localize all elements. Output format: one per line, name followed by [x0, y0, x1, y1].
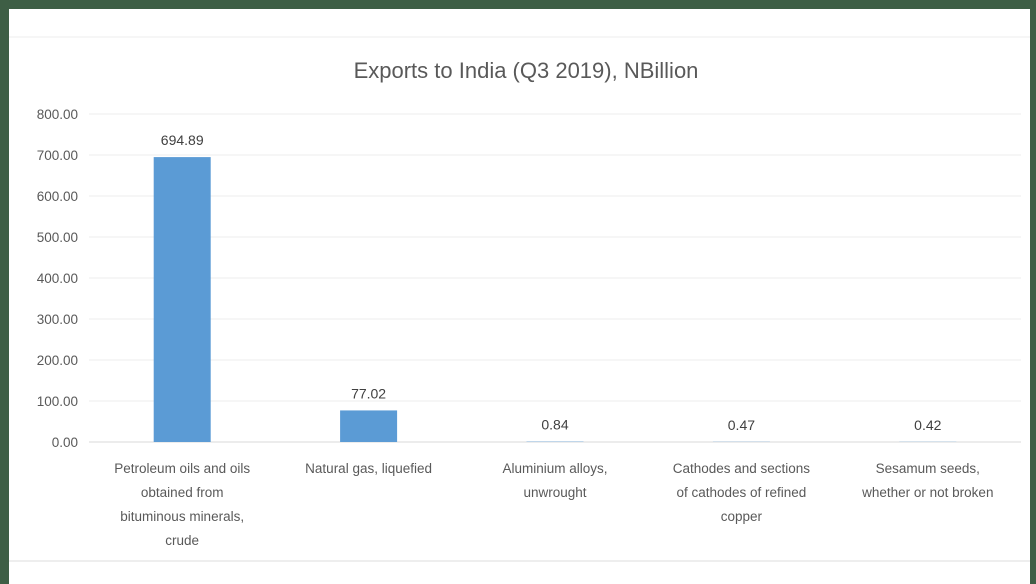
- data-label: 694.89: [161, 132, 204, 148]
- y-tick-label: 200.00: [37, 353, 78, 368]
- data-label: 0.47: [728, 417, 755, 433]
- y-tick-label: 300.00: [37, 312, 78, 327]
- x-tick-label: Cathodes and sections of cathodes of refi…: [673, 461, 811, 524]
- bar: [153, 157, 211, 442]
- bar: [340, 410, 398, 442]
- y-tick-label: 600.00: [37, 189, 78, 204]
- y-tick-label: 700.00: [37, 148, 78, 163]
- data-label: 0.42: [914, 417, 941, 433]
- x-tick-label: Natural gas, liquefied: [305, 461, 432, 476]
- y-tick-label: 100.00: [37, 394, 78, 409]
- chart-title: Exports to India (Q3 2019), NBillion: [354, 58, 699, 83]
- x-tick-label: Sesamum seeds, whether or not broken: [861, 461, 993, 500]
- bar-chart: Exports to India (Q3 2019), NBillion 0.0…: [9, 36, 1030, 562]
- y-tick-label: 500.00: [37, 230, 78, 245]
- chart-panel: Exports to India (Q3 2019), NBillion 0.0…: [9, 9, 1030, 584]
- y-tick-label: 400.00: [37, 271, 78, 286]
- x-tick-label: Petroleum oils and oils obtained from bitu…: [114, 461, 250, 548]
- x-tick-label: Aluminium alloys, unwrought: [502, 461, 607, 500]
- y-tick-label: 800.00: [37, 107, 78, 122]
- data-label: 0.84: [541, 417, 568, 433]
- y-tick-label: 0.00: [52, 435, 78, 450]
- data-label: 77.02: [351, 385, 386, 401]
